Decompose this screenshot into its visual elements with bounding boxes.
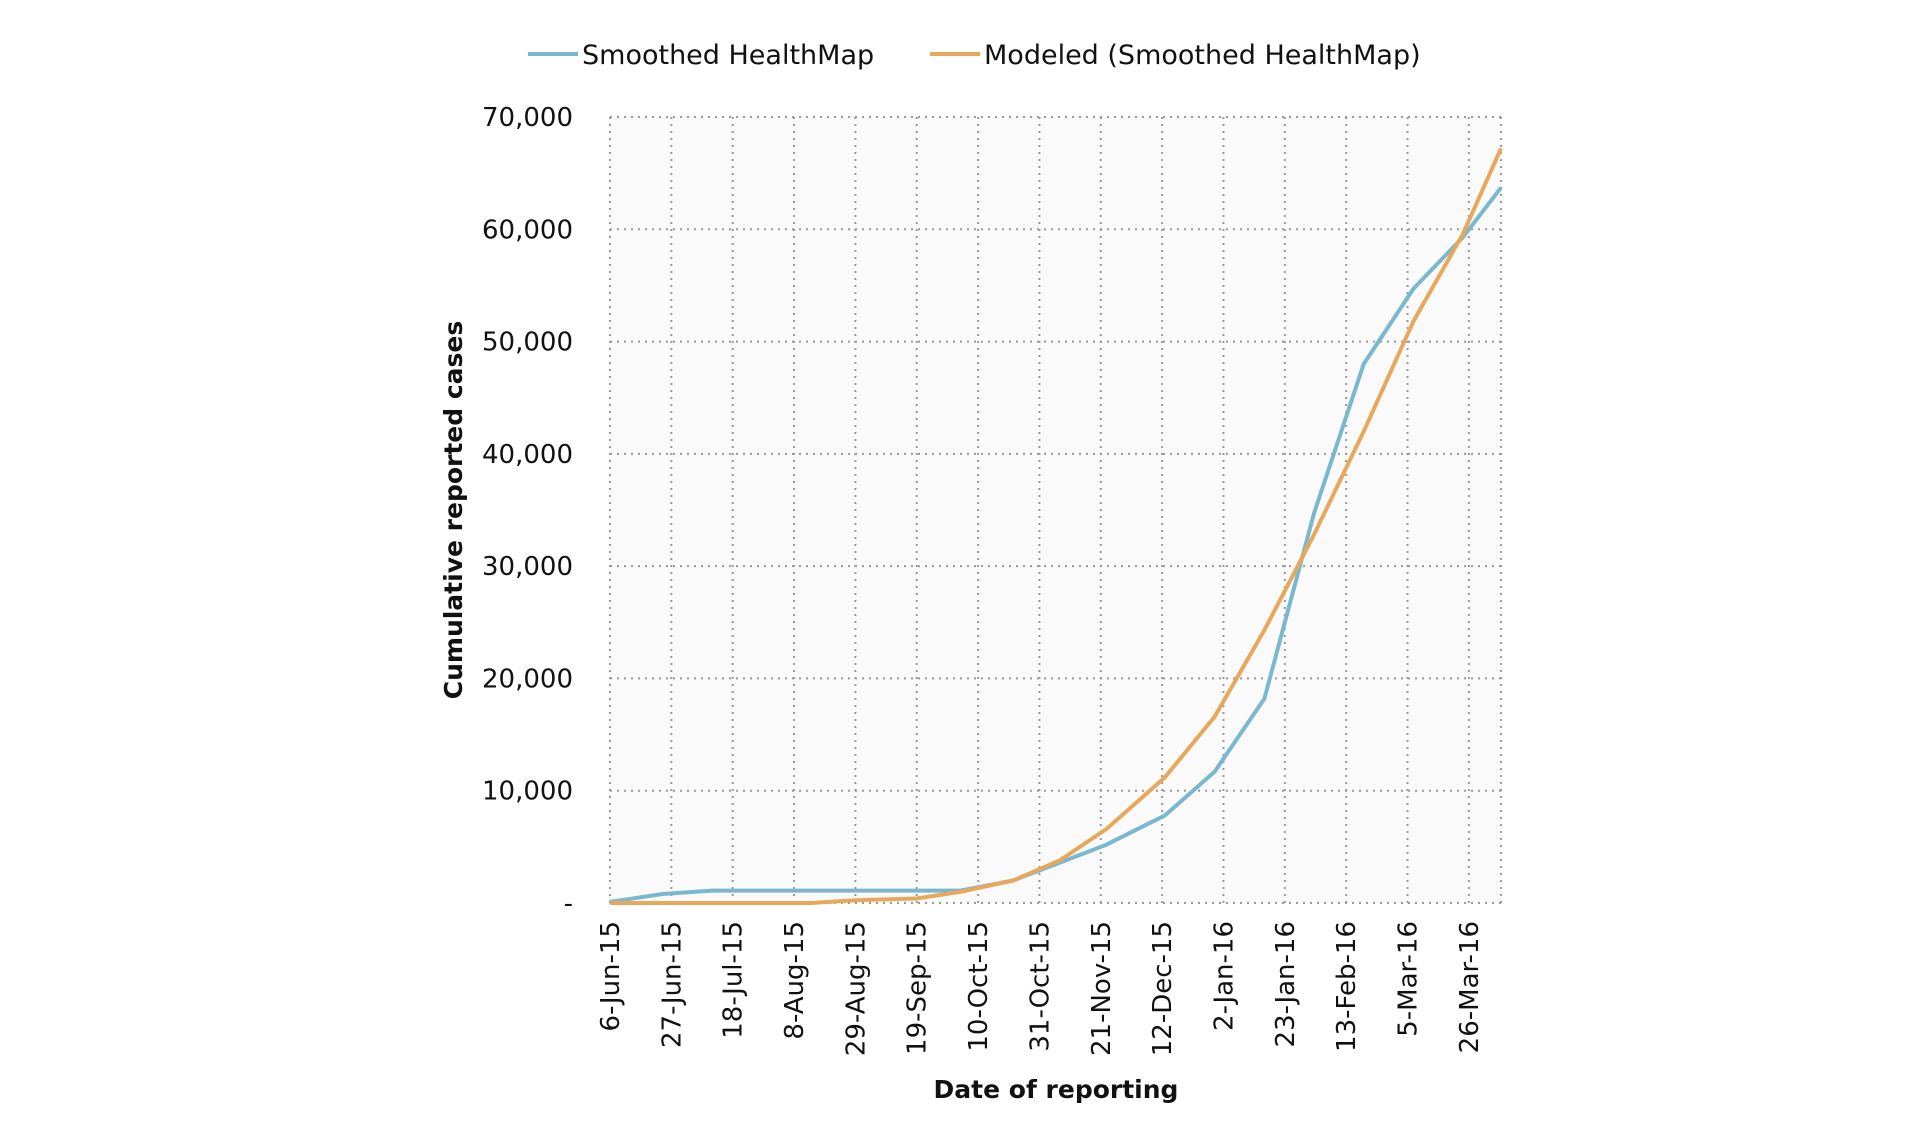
x-tick-label: 5-Mar-16 <box>1394 921 1424 1037</box>
y-tick-label: 20,000 <box>482 664 573 694</box>
legend-label: Smoothed HealthMap <box>582 40 874 71</box>
x-tick-label: 29-Aug-15 <box>841 921 871 1056</box>
x-axis: 6-Jun-15 27-Jun-15 18-Jul-15 8-Aug-15 29-Aug… <box>596 921 1485 1056</box>
legend-label: Modeled (Smoothed HealthMap) <box>984 40 1421 71</box>
gridlines <box>609 116 1502 904</box>
x-tick-label: 26-Mar-16 <box>1455 921 1485 1053</box>
series-lines <box>609 147 1503 905</box>
y-tick-label: 70,000 <box>482 103 573 133</box>
x-tick-label: 23-Jan-16 <box>1271 921 1301 1047</box>
y-tick-label: 30,000 <box>482 552 573 582</box>
plot-area <box>610 117 1501 903</box>
x-tick-label: 8-Aug-15 <box>780 921 810 1040</box>
y-tick-label: 50,000 <box>482 328 573 358</box>
x-tick-label: 18-Jul-15 <box>719 921 749 1039</box>
legend: Smoothed HealthMap Modeled (Smoothed Heal… <box>528 40 1421 71</box>
x-tick-label: 12-Dec-15 <box>1148 921 1178 1056</box>
series-line <box>609 186 1503 904</box>
y-axis-label: Cumulative reported cases <box>439 321 468 700</box>
x-tick-label: 10-Oct-15 <box>964 921 994 1052</box>
y-tick-label: - <box>564 889 573 919</box>
series-line <box>610 147 1503 905</box>
x-tick-label: 2-Jan-16 <box>1209 921 1239 1031</box>
y-axis: - 10,000 20,000 30,000 40,000 50,000 60,000 70,… <box>482 103 573 919</box>
y-tick-label: 40,000 <box>482 440 573 470</box>
y-tick-label: 10,000 <box>482 777 573 807</box>
x-tick-label: 19-Sep-15 <box>903 921 933 1055</box>
x-tick-label: 6-Jun-15 <box>596 921 626 1031</box>
y-tick-label: 60,000 <box>482 215 573 245</box>
x-tick-label: 13-Feb-16 <box>1332 921 1362 1052</box>
x-axis-label: Date of reporting <box>934 1075 1179 1104</box>
x-tick-label: 21-Nov-15 <box>1087 921 1117 1056</box>
x-tick-label: 27-Jun-15 <box>657 921 687 1048</box>
x-tick-label: 31-Oct-15 <box>1025 921 1055 1052</box>
